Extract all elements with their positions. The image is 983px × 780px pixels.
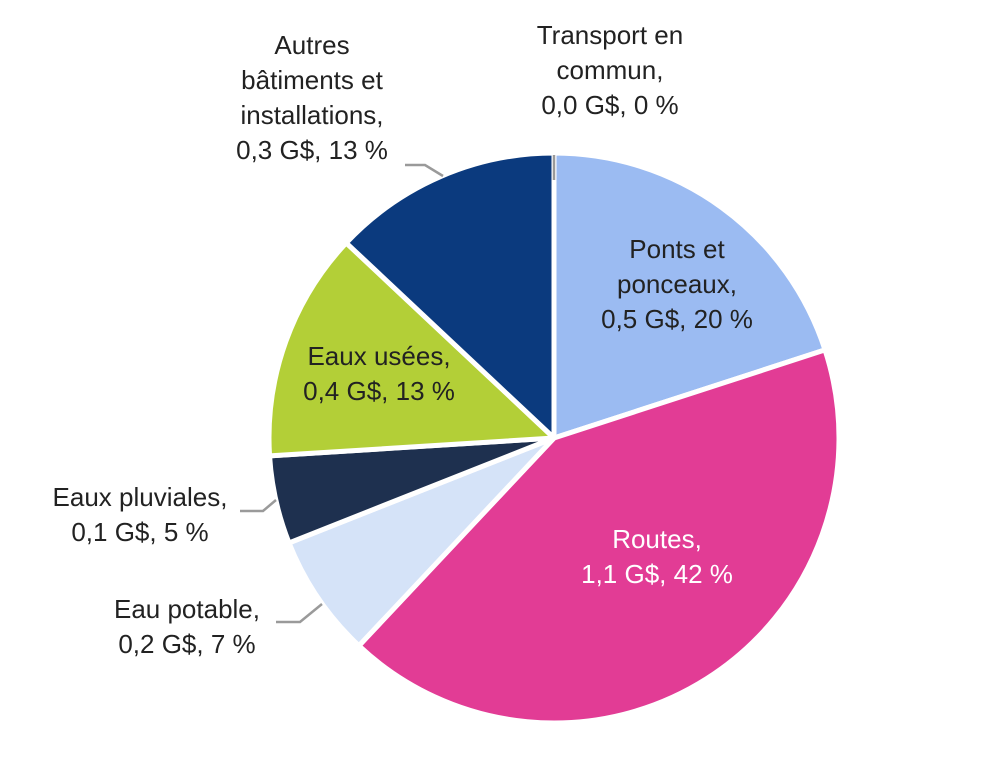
data-label-line: Eaux usées,: [307, 341, 450, 371]
data-label-line: installations,: [240, 100, 383, 130]
data-label-line: Routes,: [612, 524, 702, 554]
data-label: Autres bâtiments et installations, 0,3 G$, …: [236, 30, 388, 165]
pie-slice-ponts-et-ponceaux: [551, 150, 828, 441]
data-label-line: 1,1 G$, 42 %: [581, 559, 733, 589]
data-label: Ponts et ponceaux, 0,5 G$, 20 %: [601, 234, 753, 334]
pie-slice-autres-b-timents-et-installations: [343, 150, 557, 441]
data-label-line: 0,3 G$, 13 %: [236, 135, 388, 165]
data-label-line: bâtiments et: [241, 65, 383, 95]
data-label-line: commun,: [557, 55, 664, 85]
data-label-line: ponceaux,: [617, 269, 737, 299]
pie-slice-routes: [356, 347, 842, 726]
leader-line: [240, 499, 277, 513]
data-label-line: Transport en: [537, 20, 683, 50]
pie-slice-eaux-us-es: [266, 240, 557, 459]
data-label-line: Autres: [274, 30, 349, 60]
data-label-line: 0,2 G$, 7 %: [118, 629, 255, 659]
data-label: Eaux pluviales, 0,1 G$, 5 %: [53, 482, 228, 547]
data-label-line: 0,5 G$, 20 %: [601, 304, 753, 334]
data-label: Eaux usées, 0,4 G$, 13 %: [303, 341, 455, 406]
data-label-line: Ponts et: [629, 234, 725, 264]
pie-slices: [266, 150, 842, 726]
data-label-line: Eau potable,: [114, 594, 260, 624]
leader-line: [405, 163, 444, 178]
data-label-line: Eaux pluviales,: [53, 482, 228, 512]
data-label: Routes, 1,1 G$, 42 %: [581, 524, 733, 589]
data-label-line: 0,1 G$, 5 %: [71, 517, 208, 547]
data-label: Transport en commun, 0,0 G$, 0 %: [537, 20, 683, 120]
leader-line: [276, 603, 323, 624]
data-label-line: 0,4 G$, 13 %: [303, 376, 455, 406]
data-label: Eau potable, 0,2 G$, 7 %: [114, 594, 260, 659]
data-label-line: 0,0 G$, 0 %: [541, 90, 678, 120]
